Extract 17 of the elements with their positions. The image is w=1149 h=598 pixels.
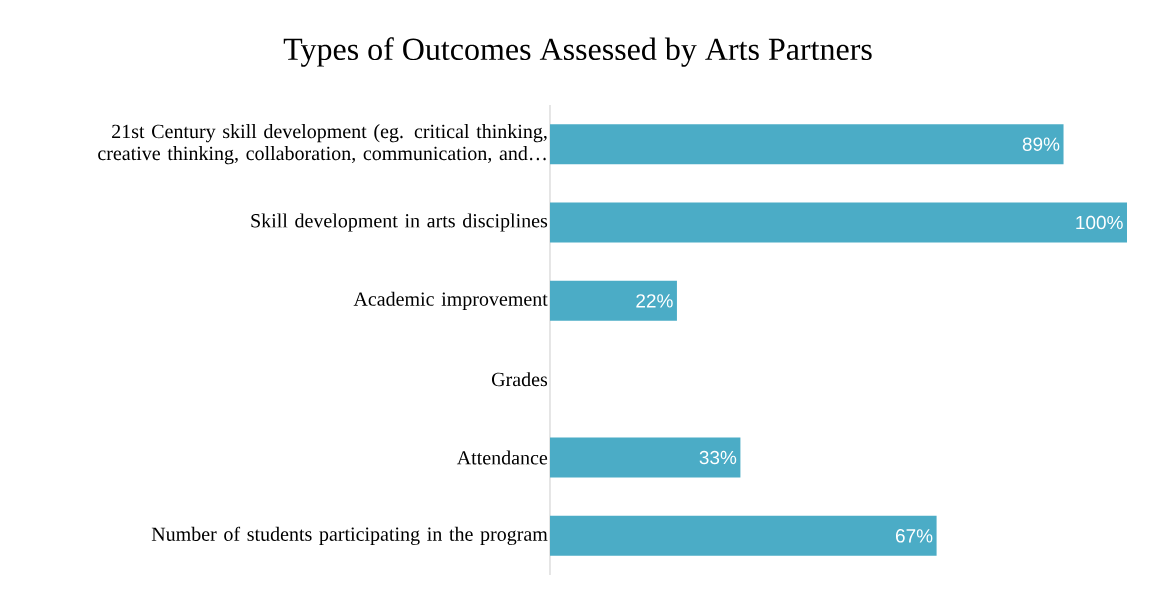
chart-title: Types of Outcomes Assessed by Arts Partners bbox=[283, 37, 872, 67]
data-label: 22% bbox=[636, 294, 673, 308]
y-tick-label: Attendance bbox=[456, 450, 548, 465]
bar bbox=[550, 202, 1127, 243]
y-tick-label: Academic improvement bbox=[353, 291, 548, 310]
y-tick-label: Grades bbox=[491, 372, 548, 387]
bar bbox=[550, 437, 741, 478]
data-label: 67% bbox=[895, 529, 933, 543]
y-tick-label: Skill development in arts disciplines bbox=[251, 213, 548, 232]
y-tick-label: 21st Century skill development (eg. critical thinking, creative thinking, collaboration, communication, and… bbox=[98, 124, 547, 165]
y-tick-label: Number of students participating in the program bbox=[151, 526, 548, 546]
data-label: 33% bbox=[699, 450, 737, 465]
bar bbox=[550, 124, 1064, 165]
bar bbox=[550, 280, 677, 321]
data-label: 100% bbox=[1076, 215, 1123, 230]
data-label: 89% bbox=[1022, 137, 1060, 151]
bar bbox=[550, 515, 937, 556]
